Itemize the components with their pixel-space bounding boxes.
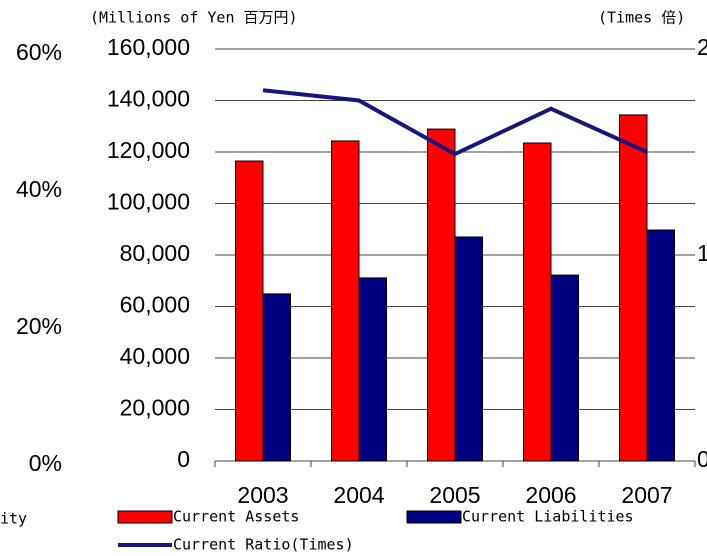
y-tick-label: 140,000 (107, 86, 190, 112)
y2-tick-label: 2 (697, 34, 707, 60)
legend-label: Current Assets (173, 508, 299, 526)
x-tick-label: 2006 (525, 482, 576, 508)
bar (454, 236, 483, 462)
y2-tick-label: 0 (697, 446, 707, 472)
bar (646, 229, 675, 462)
y-tick-label: 60,000 (120, 292, 190, 318)
legend-label: Current Liabilities (462, 508, 634, 526)
bar (235, 160, 264, 462)
y-tick-label: 0 (177, 446, 190, 472)
bar (619, 114, 648, 462)
bar (427, 128, 456, 462)
y-tick-label: 20,000 (120, 395, 190, 421)
bar (331, 140, 360, 462)
x-tick-label: 2003 (237, 482, 288, 508)
y3-tick-label: 60% (16, 39, 62, 65)
y3-tick-label: 20% (16, 313, 62, 339)
x-tick-label: 2004 (333, 482, 384, 508)
y3-tick-label: 0% (29, 450, 62, 476)
y-tick-label: 80,000 (120, 240, 190, 266)
bar (550, 274, 579, 462)
x-tick-label: 2005 (429, 482, 480, 508)
y-tick-label: 160,000 (107, 34, 190, 60)
y-tick-label: 40,000 (120, 343, 190, 369)
bar (358, 277, 387, 462)
bar (523, 142, 552, 462)
legend-label: Current Ratio(Times) (173, 536, 354, 554)
bar (262, 293, 291, 462)
legend-swatch (117, 510, 173, 524)
y2-tick-label: 1 (697, 240, 707, 266)
annotation: ity (0, 510, 27, 528)
y2-axis-label: (Times 倍) (598, 9, 685, 27)
x-tick-label: 2007 (621, 482, 672, 508)
y-tick-label: 120,000 (107, 137, 190, 163)
y-axis-label: (Millions of Yen 百万円) (90, 9, 298, 27)
legend-swatch (406, 510, 462, 524)
y-tick-label: 100,000 (107, 189, 190, 215)
line (262, 88, 648, 157)
y3-tick-label: 40% (16, 176, 62, 202)
